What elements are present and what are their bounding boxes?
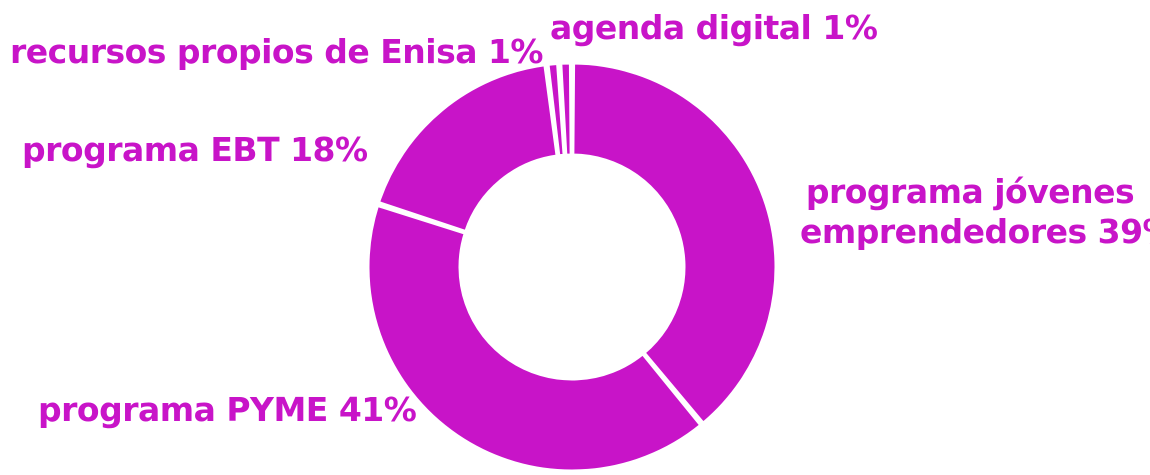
label-programa-jovenes-line2: emprendedores 39% <box>800 212 1150 251</box>
slice-programa-ebt <box>376 63 559 234</box>
slice-programa-j-venes-emprendedores <box>571 61 778 426</box>
label-programa-jovenes-line1: programa jóvenes <box>805 172 1135 211</box>
label-programa-ebt: programa EBT 18% <box>22 130 368 169</box>
slice-programa-pyme <box>366 203 703 473</box>
label-agenda-digital: agenda digital 1% <box>550 8 878 47</box>
slice-recursos-propios-de-enisa <box>546 61 566 158</box>
label-programa-pyme: programa PYME 41% <box>38 390 417 429</box>
label-programa-jovenes: programa jóvenes emprendedores 39% <box>800 172 1150 252</box>
label-recursos-propios: recursos propios de Enisa 1% <box>10 32 544 71</box>
donut-slices <box>366 61 778 473</box>
slice-agenda-digital <box>559 61 573 157</box>
